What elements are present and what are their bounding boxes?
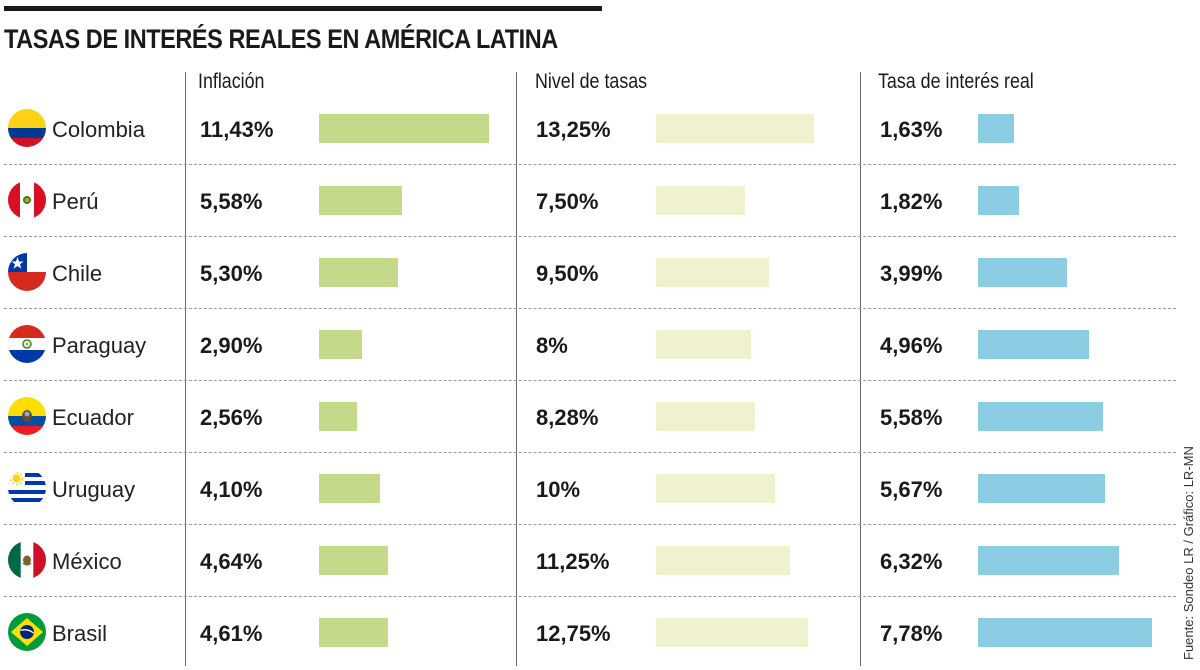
table-row: Chile 5,30% 9,50% 3,99% [0,236,1178,308]
value-label-nivel: 9,50% [536,261,599,286]
column-header-nivel-de-tasas: Nivel de tasas [535,70,648,93]
value-label-inflacion: 4,61% [200,621,263,646]
table-row: México 4,64% 11,25% 6,32% [0,524,1178,596]
paraguay-flag-icon [8,325,46,363]
value-label-nivel: 7,50% [536,189,599,214]
bar-inflacion [319,402,357,431]
country-label: Chile [52,261,103,286]
bar-real [978,330,1089,359]
value-label-nivel: 12,75% [536,621,611,646]
country-label: Uruguay [52,477,136,502]
bar-nivel [656,114,814,143]
value-label-inflacion: 5,30% [200,261,263,286]
table-row: Uruguay 4,10% 10% 5,67% [0,452,1178,524]
table-row: Paraguay 2,90% 8% 4,96% [0,308,1178,380]
table-row: Perú 5,58% 7,50% 1,82% [0,164,1178,236]
column-header-tasa-real: Tasa de interés real [878,70,1034,93]
row-separator [4,524,1176,525]
bar-nivel [656,474,775,503]
bar-inflacion [319,474,380,503]
bar-real [978,546,1119,575]
value-label-real: 5,58% [880,405,943,430]
column-divider-inflacion [185,72,186,666]
value-label-nivel: 10% [536,477,581,502]
value-label-real: 6,32% [880,549,943,574]
bar-nivel [656,186,745,215]
bar-real [978,618,1152,647]
value-label-inflacion: 4,10% [200,477,263,502]
value-label-real: 5,67% [880,477,943,502]
value-label-inflacion: 4,64% [200,549,263,574]
row-separator [4,596,1176,597]
row-separator [4,164,1176,165]
table-row: Colombia 11,43% 13,25% 1,63% [0,92,1178,164]
bar-real [978,114,1014,143]
bar-inflacion [319,114,489,143]
table-row: Brasil 4,61% 12,75% 7,78% [0,596,1178,668]
bar-nivel [656,546,790,575]
country-label: Colombia [52,117,145,142]
column-divider-real [860,72,861,666]
value-label-real: 7,78% [880,621,943,646]
bar-real [978,186,1019,215]
value-label-real: 3,99% [880,261,943,286]
bar-inflacion [319,258,398,287]
bar-inflacion [319,618,388,647]
table-row: Ecuador 2,56% 8,28% 5,58% [0,380,1178,452]
value-label-nivel: 13,25% [536,117,611,142]
bar-inflacion [319,546,388,575]
country-label: Brasil [52,621,108,646]
value-label-inflacion: 2,90% [200,333,263,358]
colombia-flag-icon [8,109,46,147]
bar-nivel [656,402,755,431]
country-label: Ecuador [52,405,134,430]
value-label-inflacion: 5,58% [200,189,263,214]
row-separator [4,452,1176,453]
country-label: Perú [52,189,99,214]
mexico-flag-icon [8,541,46,579]
peru-flag-icon [8,181,46,219]
column-header-inflacion: Inflación [198,70,265,93]
value-label-nivel: 8,28% [536,405,599,430]
brazil-flag-icon [8,613,46,651]
bar-nivel [656,330,751,359]
bar-real [978,258,1067,287]
chile-flag-icon [8,253,46,291]
column-divider-nivel [516,72,517,666]
value-label-inflacion: 11,43% [200,117,274,142]
bar-nivel [656,618,808,647]
value-label-real: 1,82% [880,189,943,214]
country-label: México [52,549,122,574]
value-label-inflacion: 2,56% [200,405,263,430]
row-separator [4,380,1176,381]
country-label: Paraguay [52,333,147,358]
source-note: Fuente: Sondeo LR / Gráfico: LR-MN [1181,446,1196,660]
uruguay-flag-icon [8,469,46,507]
chart-title: TASAS DE INTERÉS REALES EN AMÉRICA LATIN… [4,24,558,54]
value-label-real: 1,63% [880,117,943,142]
bar-inflacion [319,330,362,359]
value-label-real: 4,96% [880,333,943,358]
bar-nivel [656,258,769,287]
bar-inflacion [319,186,402,215]
value-label-nivel: 8% [536,333,568,358]
ecuador-flag-icon [8,397,46,435]
bar-real [978,402,1103,431]
row-separator [4,236,1176,237]
row-separator [4,308,1176,309]
title-rule [4,6,602,11]
value-label-nivel: 11,25% [536,549,610,574]
bar-real [978,474,1105,503]
